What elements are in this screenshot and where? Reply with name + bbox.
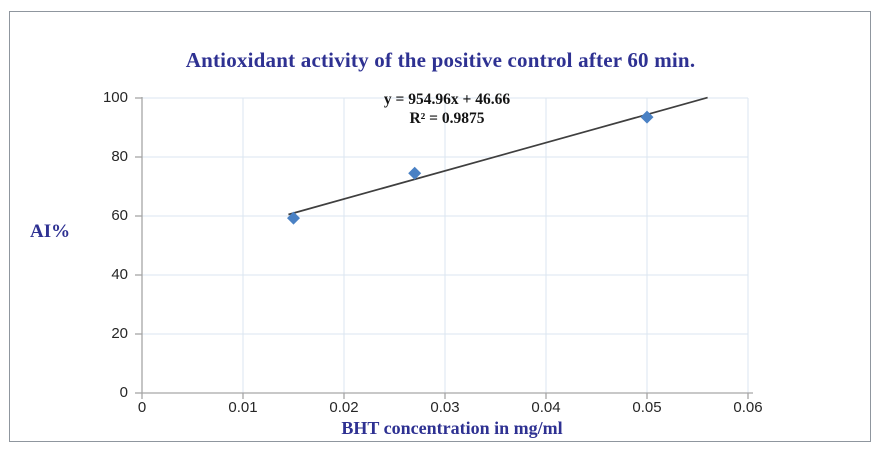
y-tick-label: 80 <box>111 147 128 165</box>
chart-border <box>9 11 871 442</box>
data-point-marker <box>640 110 654 124</box>
x-tick-label: 0.01 <box>228 399 258 416</box>
chart-title: Antioxidant activity of the positive con… <box>185 48 696 72</box>
trendline-equation: y = 954.96x + 46.66 <box>383 91 511 108</box>
y-tick-label: 100 <box>102 88 128 106</box>
x-tick-label: 0.02 <box>329 399 359 416</box>
trendline-annotation: y = 954.96x + 46.66 R² = 0.9875 <box>384 90 510 128</box>
y-tick-label: 60 <box>111 206 128 224</box>
y-tick-label: 20 <box>111 324 128 342</box>
y-tick-label: 0 <box>119 383 128 401</box>
x-tick-label: 0 <box>137 399 147 416</box>
x-tick-label: 0.03 <box>430 399 460 416</box>
y-tick-label: 40 <box>111 265 128 283</box>
data-point-marker <box>408 166 422 180</box>
x-tick-label: 0.04 <box>531 399 561 416</box>
trendline-r-squared: R² = 0.9875 <box>409 110 485 127</box>
y-axis-label: AI% <box>30 221 71 242</box>
x-tick-label: 0.05 <box>632 399 662 416</box>
trendline <box>288 96 708 216</box>
x-axis-label: BHT concentration in mg/ml <box>341 418 563 438</box>
data-point-marker <box>287 211 300 225</box>
x-tick-label: 0.06 <box>733 399 763 416</box>
